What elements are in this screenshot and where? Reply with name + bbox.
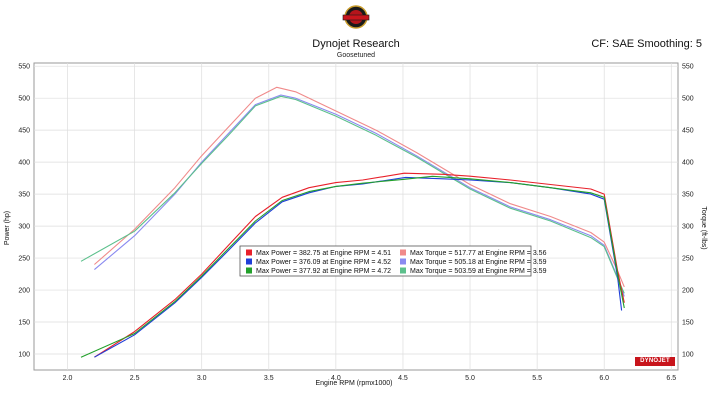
y-tick-label-right: 400 bbox=[682, 160, 694, 167]
plot-area bbox=[33, 62, 679, 371]
x-tick-label: 3.0 bbox=[197, 375, 207, 382]
y-tick-label-right: 450 bbox=[682, 128, 694, 135]
legend-entry-label: Max Torque = 503.59 at Engine RPM = 3.59 bbox=[410, 268, 547, 275]
y-tick-label-right: 150 bbox=[682, 320, 694, 327]
y-tick-label-right: 350 bbox=[682, 192, 694, 199]
y-tick-label-left: 400 bbox=[18, 160, 30, 167]
torque-series-line-1 bbox=[94, 86, 625, 288]
legend-entry-label: Max Torque = 505.18 at Engine RPM = 3.59 bbox=[410, 259, 547, 266]
series-lines bbox=[80, 86, 625, 358]
y-tick-label-right: 300 bbox=[682, 224, 694, 231]
y-tick-label-left: 350 bbox=[18, 192, 30, 199]
y-tick-label-left: 300 bbox=[18, 224, 30, 231]
x-tick-label: 6.0 bbox=[599, 375, 609, 382]
y-tick-label-right: 200 bbox=[682, 288, 694, 295]
legend-box bbox=[239, 245, 532, 277]
chart-title: Dynojet Research bbox=[312, 38, 400, 50]
legend-swatch bbox=[400, 267, 406, 274]
legend-swatch bbox=[400, 258, 406, 265]
power-series-line-4 bbox=[94, 172, 625, 358]
x-tick-label: 2.0 bbox=[63, 375, 73, 382]
x-tick-label: 5.5 bbox=[532, 375, 542, 382]
y-tick-label-left: 100 bbox=[18, 352, 30, 359]
y-tick-label-left: 500 bbox=[18, 96, 30, 103]
legend-entry-label: Max Torque = 517.77 at Engine RPM = 3.56 bbox=[410, 250, 547, 257]
x-tick-label: 4.5 bbox=[398, 375, 408, 382]
y-tick-label-left: 450 bbox=[18, 128, 30, 135]
y-tick-label-left: 150 bbox=[18, 320, 30, 327]
torque-series-line-2 bbox=[94, 94, 625, 297]
x-tick-label: 4.0 bbox=[331, 375, 341, 382]
legend-swatch bbox=[246, 267, 252, 274]
legend-swatch bbox=[400, 249, 406, 256]
y-tick-label-right: 500 bbox=[682, 96, 694, 103]
y-axis-title-right: Torque (ft-lbs) bbox=[700, 206, 707, 249]
badge-logo-icon bbox=[342, 5, 370, 29]
y-tick-label-left: 200 bbox=[18, 288, 30, 295]
dynojet-brand-mark: DYNOJET bbox=[635, 357, 675, 366]
y-axis-title-left: Power (hp) bbox=[4, 211, 11, 245]
x-tick-label: 3.5 bbox=[264, 375, 274, 382]
power-series-line-6 bbox=[80, 175, 625, 358]
x-tick-label: 6.5 bbox=[666, 375, 676, 382]
y-tick-label-left: 250 bbox=[18, 256, 30, 263]
y-tick-label-right: 100 bbox=[682, 352, 694, 359]
y-tick-label-right: 250 bbox=[682, 256, 694, 263]
power-series-line-5 bbox=[94, 176, 623, 358]
legend-entry-label: Max Power = 377.92 at Engine RPM = 4.72 bbox=[256, 268, 391, 275]
y-tick-label-left: 550 bbox=[18, 64, 30, 71]
legend-swatch bbox=[246, 258, 252, 265]
legend: Max Power = 382.75 at Engine RPM = 4.51 M… bbox=[239, 245, 547, 277]
legend-entry-label: Max Power = 376.09 at Engine RPM = 4.52 bbox=[256, 259, 391, 266]
correction-factor-label: CF: SAE Smoothing: 5 bbox=[591, 38, 702, 50]
axis-ticks: 2.0 2.5 3.0 3.5 4.0 4.5 5.0 5.5 6.0 6.5 100 100 150 1… bbox=[18, 64, 693, 382]
x-tick-label: 5.0 bbox=[465, 375, 475, 382]
x-axis-title: Engine RPM (rpmx1000) bbox=[315, 380, 392, 387]
torque-series-line-3 bbox=[80, 95, 625, 294]
chart-subtitle: Goosetuned bbox=[336, 52, 376, 59]
y-tick-label-right: 550 bbox=[682, 64, 694, 71]
legend-entry-label: Max Power = 382.75 at Engine RPM = 4.51 bbox=[256, 250, 391, 257]
x-tick-label: 2.5 bbox=[130, 375, 140, 382]
legend-swatch bbox=[246, 249, 252, 256]
